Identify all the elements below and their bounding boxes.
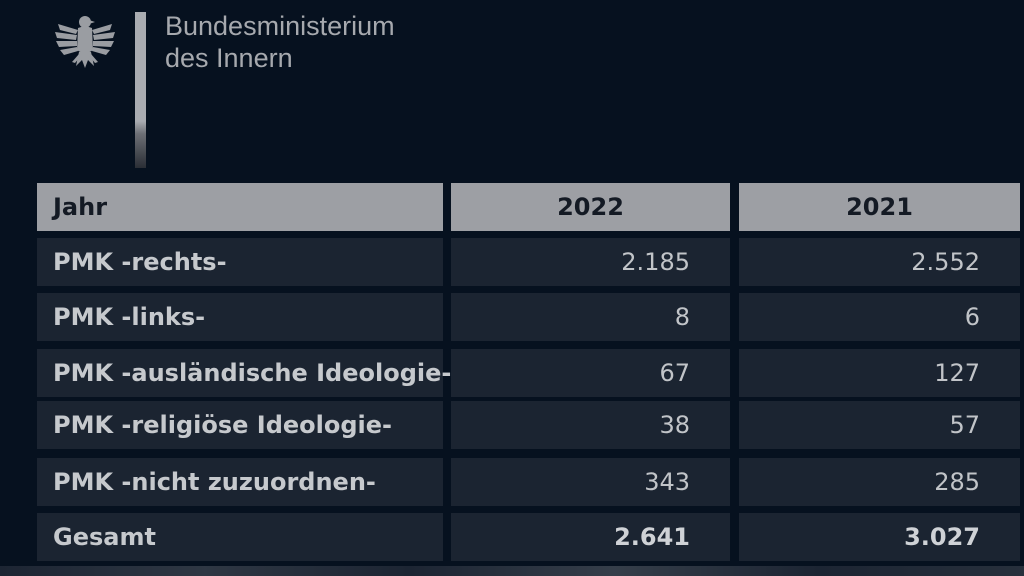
table-row: PMK -links- 8 6 [37,293,1020,341]
column-header-2021: 2021 [739,183,1020,231]
bottom-edge-strip [0,566,1024,576]
value-2021: 6 [739,293,1020,341]
value-2022: 8 [451,293,730,341]
federal-eagle-icon [52,10,118,76]
row-label: PMK -nicht zuzuordnen- [37,458,443,506]
table-row: PMK -nicht zuzuordnen- 343 285 [37,458,1020,506]
total-2021: 3.027 [739,513,1020,561]
value-2021: 127 [739,349,1020,397]
table-total-row: Gesamt 2.641 3.027 [37,513,1020,561]
table-row: PMK -religiöse Ideologie- 38 57 [37,401,1020,449]
total-2022: 2.641 [451,513,730,561]
ministry-name-line1: Bundesministerium [165,11,395,41]
value-2022: 2.185 [451,238,730,286]
table-row: PMK -rechts- 2.185 2.552 [37,238,1020,286]
row-label: PMK -links- [37,293,443,341]
total-label: Gesamt [37,513,443,561]
header-divider [135,12,146,168]
value-2022: 343 [451,458,730,506]
ministry-name-line2: des Innern [165,43,293,73]
value-2021: 57 [739,401,1020,449]
table-row: PMK -ausländische Ideologie- 67 127 [37,349,1020,397]
column-header-2022: 2022 [451,183,730,231]
value-2021: 285 [739,458,1020,506]
row-label: PMK -rechts- [37,238,443,286]
row-label: PMK -religiöse Ideologie- [37,401,443,449]
ministry-name: Bundesministerium des Innern [165,10,395,74]
value-2021: 2.552 [739,238,1020,286]
value-2022: 67 [451,349,730,397]
column-header-year: Jahr [37,183,443,231]
table-header-row: Jahr 2022 2021 [37,183,1020,231]
row-label: PMK -ausländische Ideologie- [37,349,451,397]
value-2022: 38 [451,401,730,449]
